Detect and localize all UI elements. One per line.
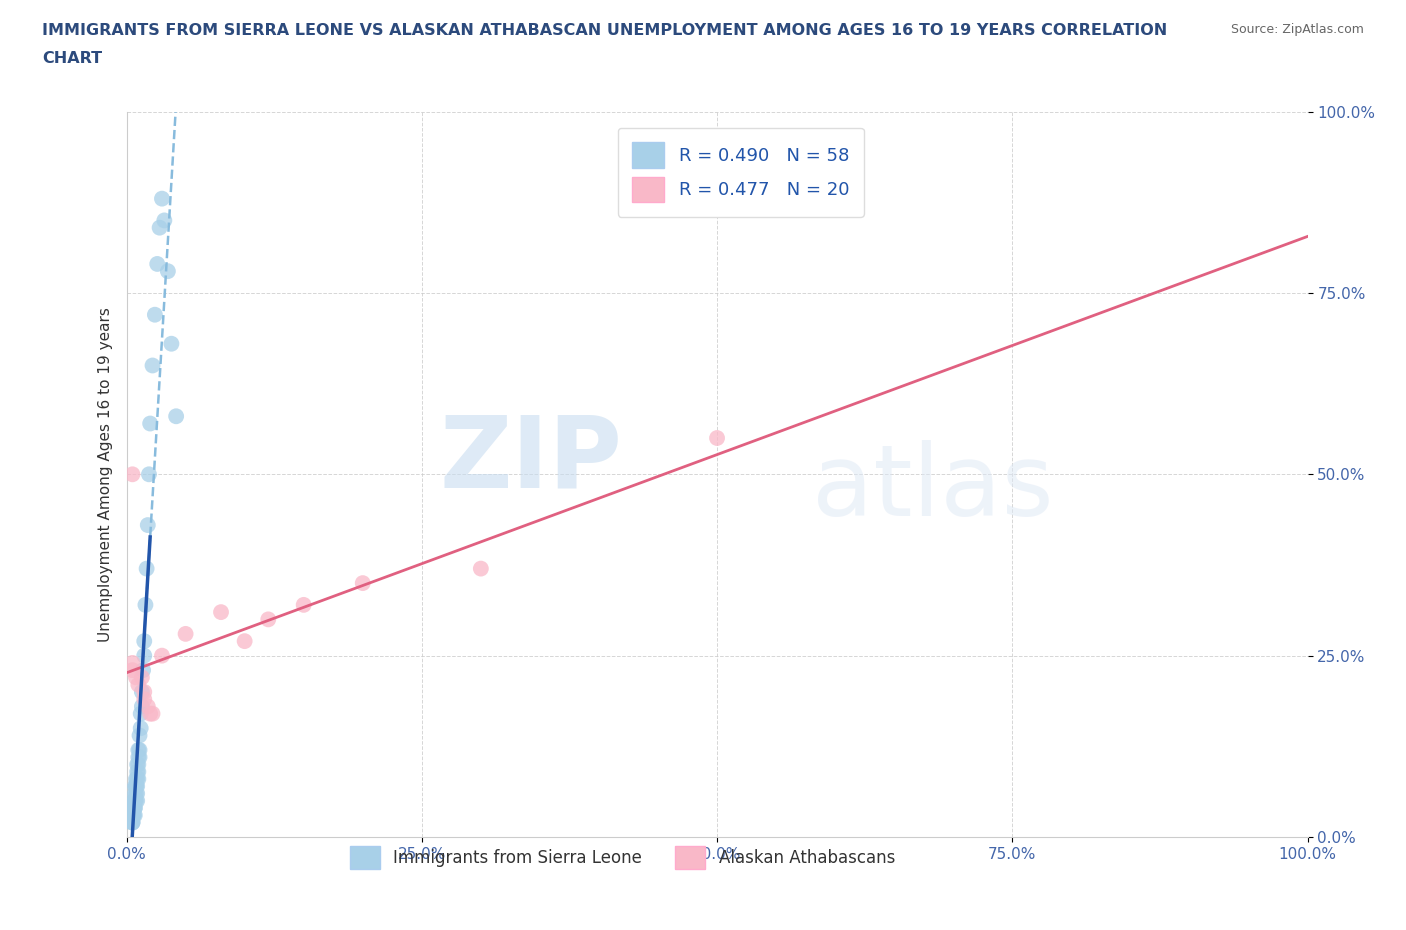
Point <box>127 677 149 692</box>
Point <box>138 467 160 482</box>
Point <box>139 416 162 431</box>
Point <box>129 706 152 721</box>
Point <box>121 663 143 678</box>
Point <box>143 307 166 322</box>
Point <box>127 742 149 757</box>
Point <box>127 778 149 793</box>
Point <box>127 772 149 787</box>
Point <box>124 786 146 801</box>
Legend: Immigrants from Sierra Leone, Alaskan Athabascans: Immigrants from Sierra Leone, Alaskan At… <box>343 839 901 876</box>
Point <box>127 772 149 787</box>
Point <box>160 337 183 352</box>
Point <box>134 648 156 663</box>
Text: ZIP: ZIP <box>440 411 623 509</box>
Point <box>352 576 374 591</box>
Text: IMMIGRANTS FROM SIERRA LEONE VS ALASKAN ATHABASCAN UNEMPLOYMENT AMONG AGES 16 TO: IMMIGRANTS FROM SIERRA LEONE VS ALASKAN … <box>42 23 1167 38</box>
Point <box>122 801 145 816</box>
Point <box>156 264 179 279</box>
Point <box>127 750 149 764</box>
Point <box>121 656 143 671</box>
Point <box>125 772 148 787</box>
Point <box>124 793 146 808</box>
Point <box>136 518 159 533</box>
Point <box>128 728 150 743</box>
Point <box>131 684 153 699</box>
Point <box>127 757 149 772</box>
Point <box>706 431 728 445</box>
Point <box>121 815 143 830</box>
Point <box>121 467 143 482</box>
Point <box>127 757 149 772</box>
Point <box>125 786 148 801</box>
Point <box>128 750 150 764</box>
Point <box>122 801 145 816</box>
Point <box>136 699 159 714</box>
Text: atlas: atlas <box>811 440 1053 538</box>
Point <box>141 706 163 721</box>
Point <box>153 213 176 228</box>
Point <box>257 612 280 627</box>
Point <box>132 663 155 678</box>
Point <box>124 801 146 816</box>
Point <box>127 764 149 779</box>
Point <box>470 561 492 576</box>
Point <box>135 561 157 576</box>
Point <box>121 801 143 816</box>
Point <box>134 633 156 648</box>
Point <box>127 786 149 801</box>
Point <box>122 808 145 823</box>
Point <box>124 808 146 823</box>
Point <box>127 793 149 808</box>
Point <box>125 778 148 793</box>
Point <box>150 648 173 663</box>
Point <box>121 808 143 823</box>
Point <box>150 192 173 206</box>
Point <box>134 692 156 707</box>
Point <box>134 597 156 612</box>
Point <box>139 706 162 721</box>
Point <box>131 699 153 714</box>
Point <box>124 801 146 816</box>
Point <box>121 808 143 823</box>
Point <box>146 257 169 272</box>
Point <box>165 409 187 424</box>
Point <box>122 808 145 823</box>
Point <box>131 670 153 684</box>
Point <box>121 815 143 830</box>
Point <box>129 721 152 736</box>
Text: Source: ZipAtlas.com: Source: ZipAtlas.com <box>1230 23 1364 36</box>
Point <box>121 815 143 830</box>
Point <box>124 793 146 808</box>
Point <box>134 684 156 699</box>
Point <box>125 670 148 684</box>
Point <box>292 597 315 612</box>
Point <box>141 358 163 373</box>
Point <box>233 633 256 648</box>
Point <box>124 778 146 793</box>
Text: CHART: CHART <box>42 51 103 66</box>
Point <box>125 793 148 808</box>
Point <box>128 742 150 757</box>
Point <box>125 778 148 793</box>
Y-axis label: Unemployment Among Ages 16 to 19 years: Unemployment Among Ages 16 to 19 years <box>97 307 112 642</box>
Point <box>149 220 172 235</box>
Point <box>122 793 145 808</box>
Point <box>209 604 232 619</box>
Point <box>174 627 197 642</box>
Point <box>127 764 149 779</box>
